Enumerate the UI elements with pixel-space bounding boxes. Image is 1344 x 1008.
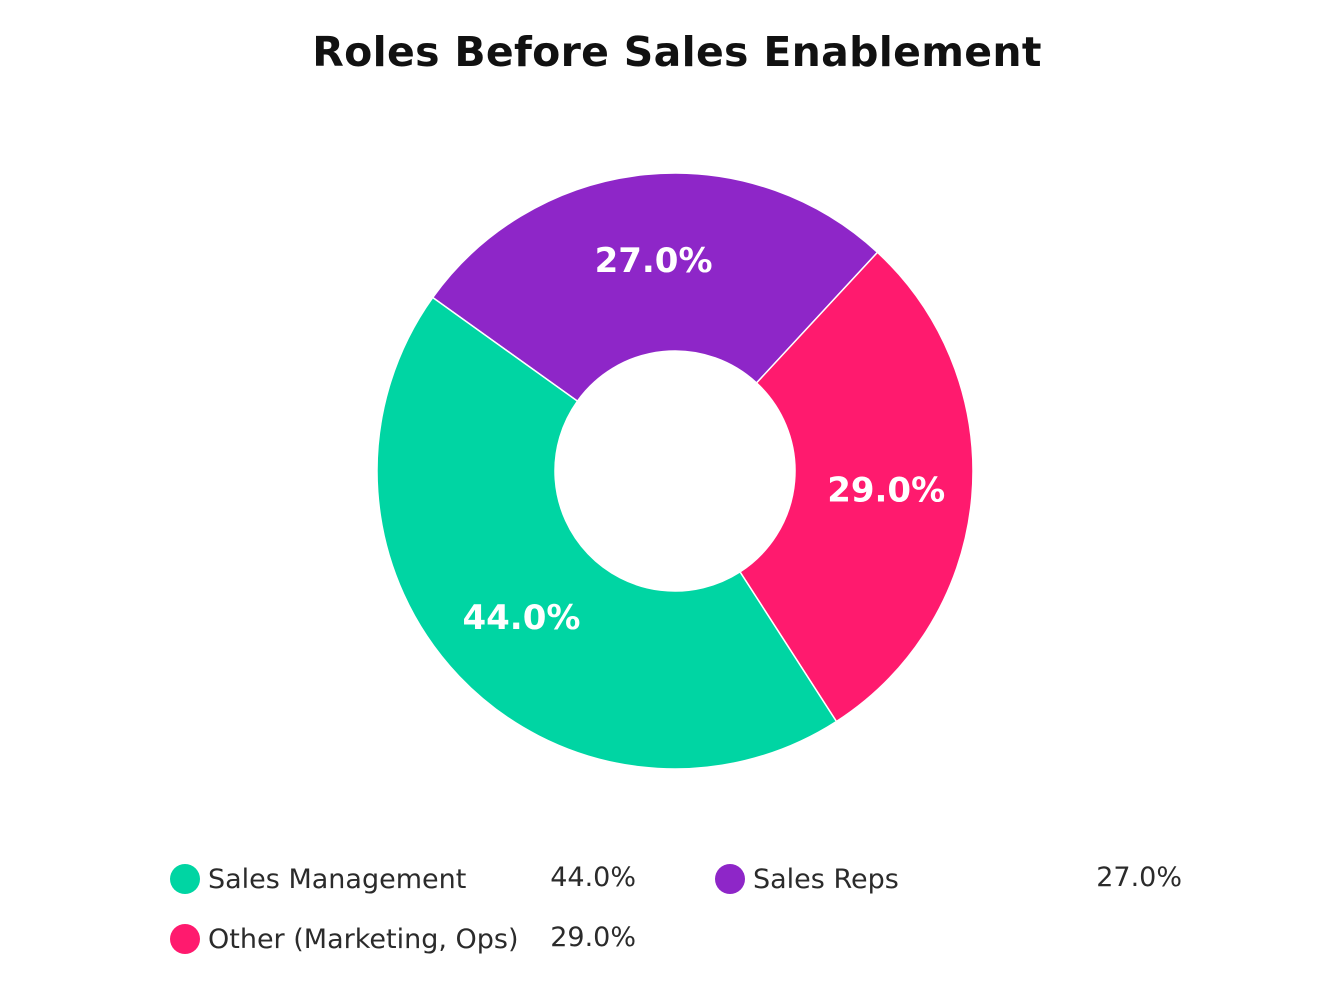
slice-percent-label: 29.0% bbox=[827, 470, 945, 510]
legend-dot-icon bbox=[715, 864, 745, 894]
donut-slice-sales-reps[interactable] bbox=[431, 172, 879, 403]
legend-item-other[interactable]: Other (Marketing, Ops) bbox=[170, 919, 519, 959]
legend-dot-icon bbox=[170, 864, 200, 894]
slice-percent-label: 27.0% bbox=[595, 241, 713, 281]
slice-percent-label: 44.0% bbox=[462, 598, 580, 638]
legend-label: Other (Marketing, Ops) bbox=[208, 923, 519, 955]
legend-label: Sales Management bbox=[208, 863, 467, 895]
legend-value: 27.0% bbox=[1096, 862, 1182, 893]
legend-item-sales-management[interactable]: Sales Management bbox=[170, 859, 466, 899]
donut-slice-other-marketing-ops[interactable] bbox=[738, 251, 974, 723]
legend-value: 44.0% bbox=[550, 862, 636, 893]
chart-title: Roles Before Sales Enablement bbox=[312, 28, 1042, 76]
legend-label: Sales Reps bbox=[753, 863, 899, 895]
legend-value: 29.0% bbox=[550, 922, 636, 953]
legend-item-sales-reps[interactable]: Sales Reps bbox=[715, 859, 899, 899]
donut-slice-sales-management[interactable] bbox=[376, 296, 838, 770]
legend-dot-icon bbox=[170, 924, 200, 954]
